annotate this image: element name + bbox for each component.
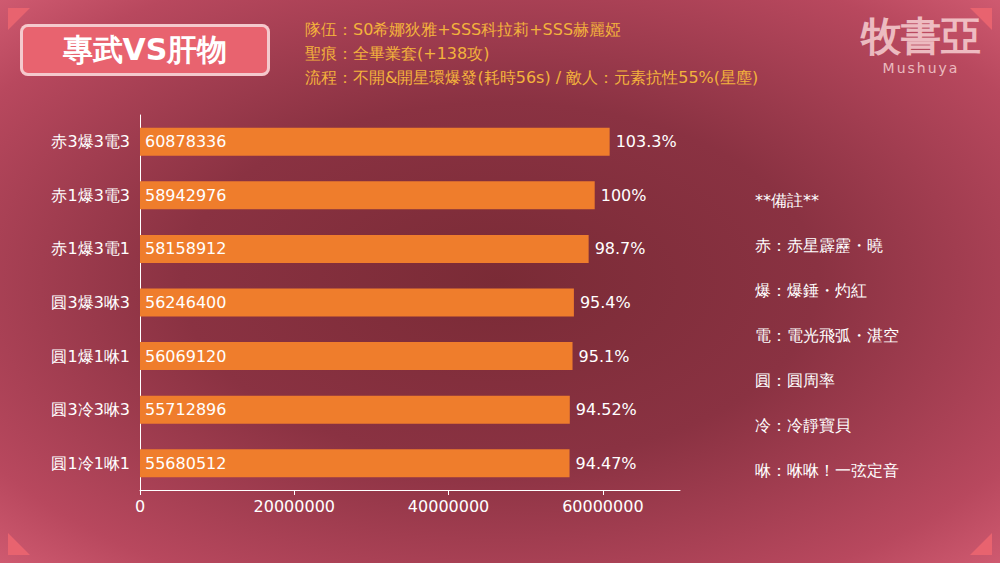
- svg-text:0: 0: [135, 497, 145, 516]
- html-text:爆：爆錘・灼紅: 爆：爆錘・灼紅: [755, 281, 867, 300]
- svg-text:60000000: 60000000: [562, 497, 643, 516]
- svg-text:赤1爆3電3: 赤1爆3電3: [51, 186, 130, 205]
- svg-text:56069120: 56069120: [145, 347, 226, 366]
- svg-text:95.1%: 95.1%: [579, 347, 630, 366]
- svg-text:20000000: 20000000: [254, 497, 335, 516]
- svg-text:58942976: 58942976: [145, 186, 226, 205]
- html-text:牧書亞: 牧書亞: [861, 13, 981, 59]
- svg-text:94.52%: 94.52%: [576, 400, 637, 419]
- svg-text:58158912: 58158912: [145, 239, 226, 258]
- svg-text:98.7%: 98.7%: [595, 239, 646, 258]
- svg-text:95.4%: 95.4%: [580, 293, 631, 312]
- svg-text:60878336: 60878336: [145, 132, 226, 151]
- html-text:圓：圓周率: 圓：圓周率: [755, 371, 835, 390]
- svg-text:56246400: 56246400: [145, 293, 226, 312]
- html-text:電：電光飛弧・湛空: 電：電光飛弧・湛空: [755, 326, 899, 345]
- svg-text:103.3%: 103.3%: [616, 132, 677, 151]
- html-text:咻：咻咻！一弦定音: 咻：咻咻！一弦定音: [755, 461, 899, 480]
- svg-text:赤1爆3電1: 赤1爆3電1: [51, 239, 130, 258]
- svg-text:圓1冷1咻1: 圓1冷1咻1: [51, 454, 130, 473]
- html-text:赤：赤星霹靂・曉: 赤：赤星霹靂・曉: [755, 236, 883, 255]
- svg-text:94.47%: 94.47%: [576, 454, 637, 473]
- html-text:隊伍：S0希娜狄雅+SSS科拉莉+SSS赫麗婭: 隊伍：S0希娜狄雅+SSS科拉莉+SSS赫麗婭: [305, 20, 622, 39]
- html-text:冷：冷靜寶貝: 冷：冷靜寶貝: [755, 416, 851, 435]
- svg-text:55712896: 55712896: [145, 400, 226, 419]
- svg-text:100%: 100%: [601, 186, 647, 205]
- svg-text:圓1爆1咻1: 圓1爆1咻1: [51, 347, 130, 366]
- html-text:**備註**: **備註**: [755, 191, 819, 210]
- svg-text:赤3爆3電3: 赤3爆3電3: [51, 132, 130, 151]
- html-text:Mushuya: Mushuya: [882, 60, 960, 76]
- svg-text:圓3爆3咻3: 圓3爆3咻3: [51, 293, 130, 312]
- html-text:聖痕：全畢業套(+138攻): 聖痕：全畢業套(+138攻): [305, 44, 490, 63]
- html-text:專武VS肝物: 專武VS肝物: [62, 32, 228, 67]
- svg-text:40000000: 40000000: [408, 497, 489, 516]
- svg-text:圓3冷3咻3: 圓3冷3咻3: [51, 400, 130, 419]
- svg-text:55680512: 55680512: [145, 454, 226, 473]
- html-text:流程：不開&開星環爆發(耗時56s) / 敵人：元素抗性55: 流程：不開&開星環爆發(耗時56s) / 敵人：元素抗性55%(星塵): [305, 68, 759, 87]
